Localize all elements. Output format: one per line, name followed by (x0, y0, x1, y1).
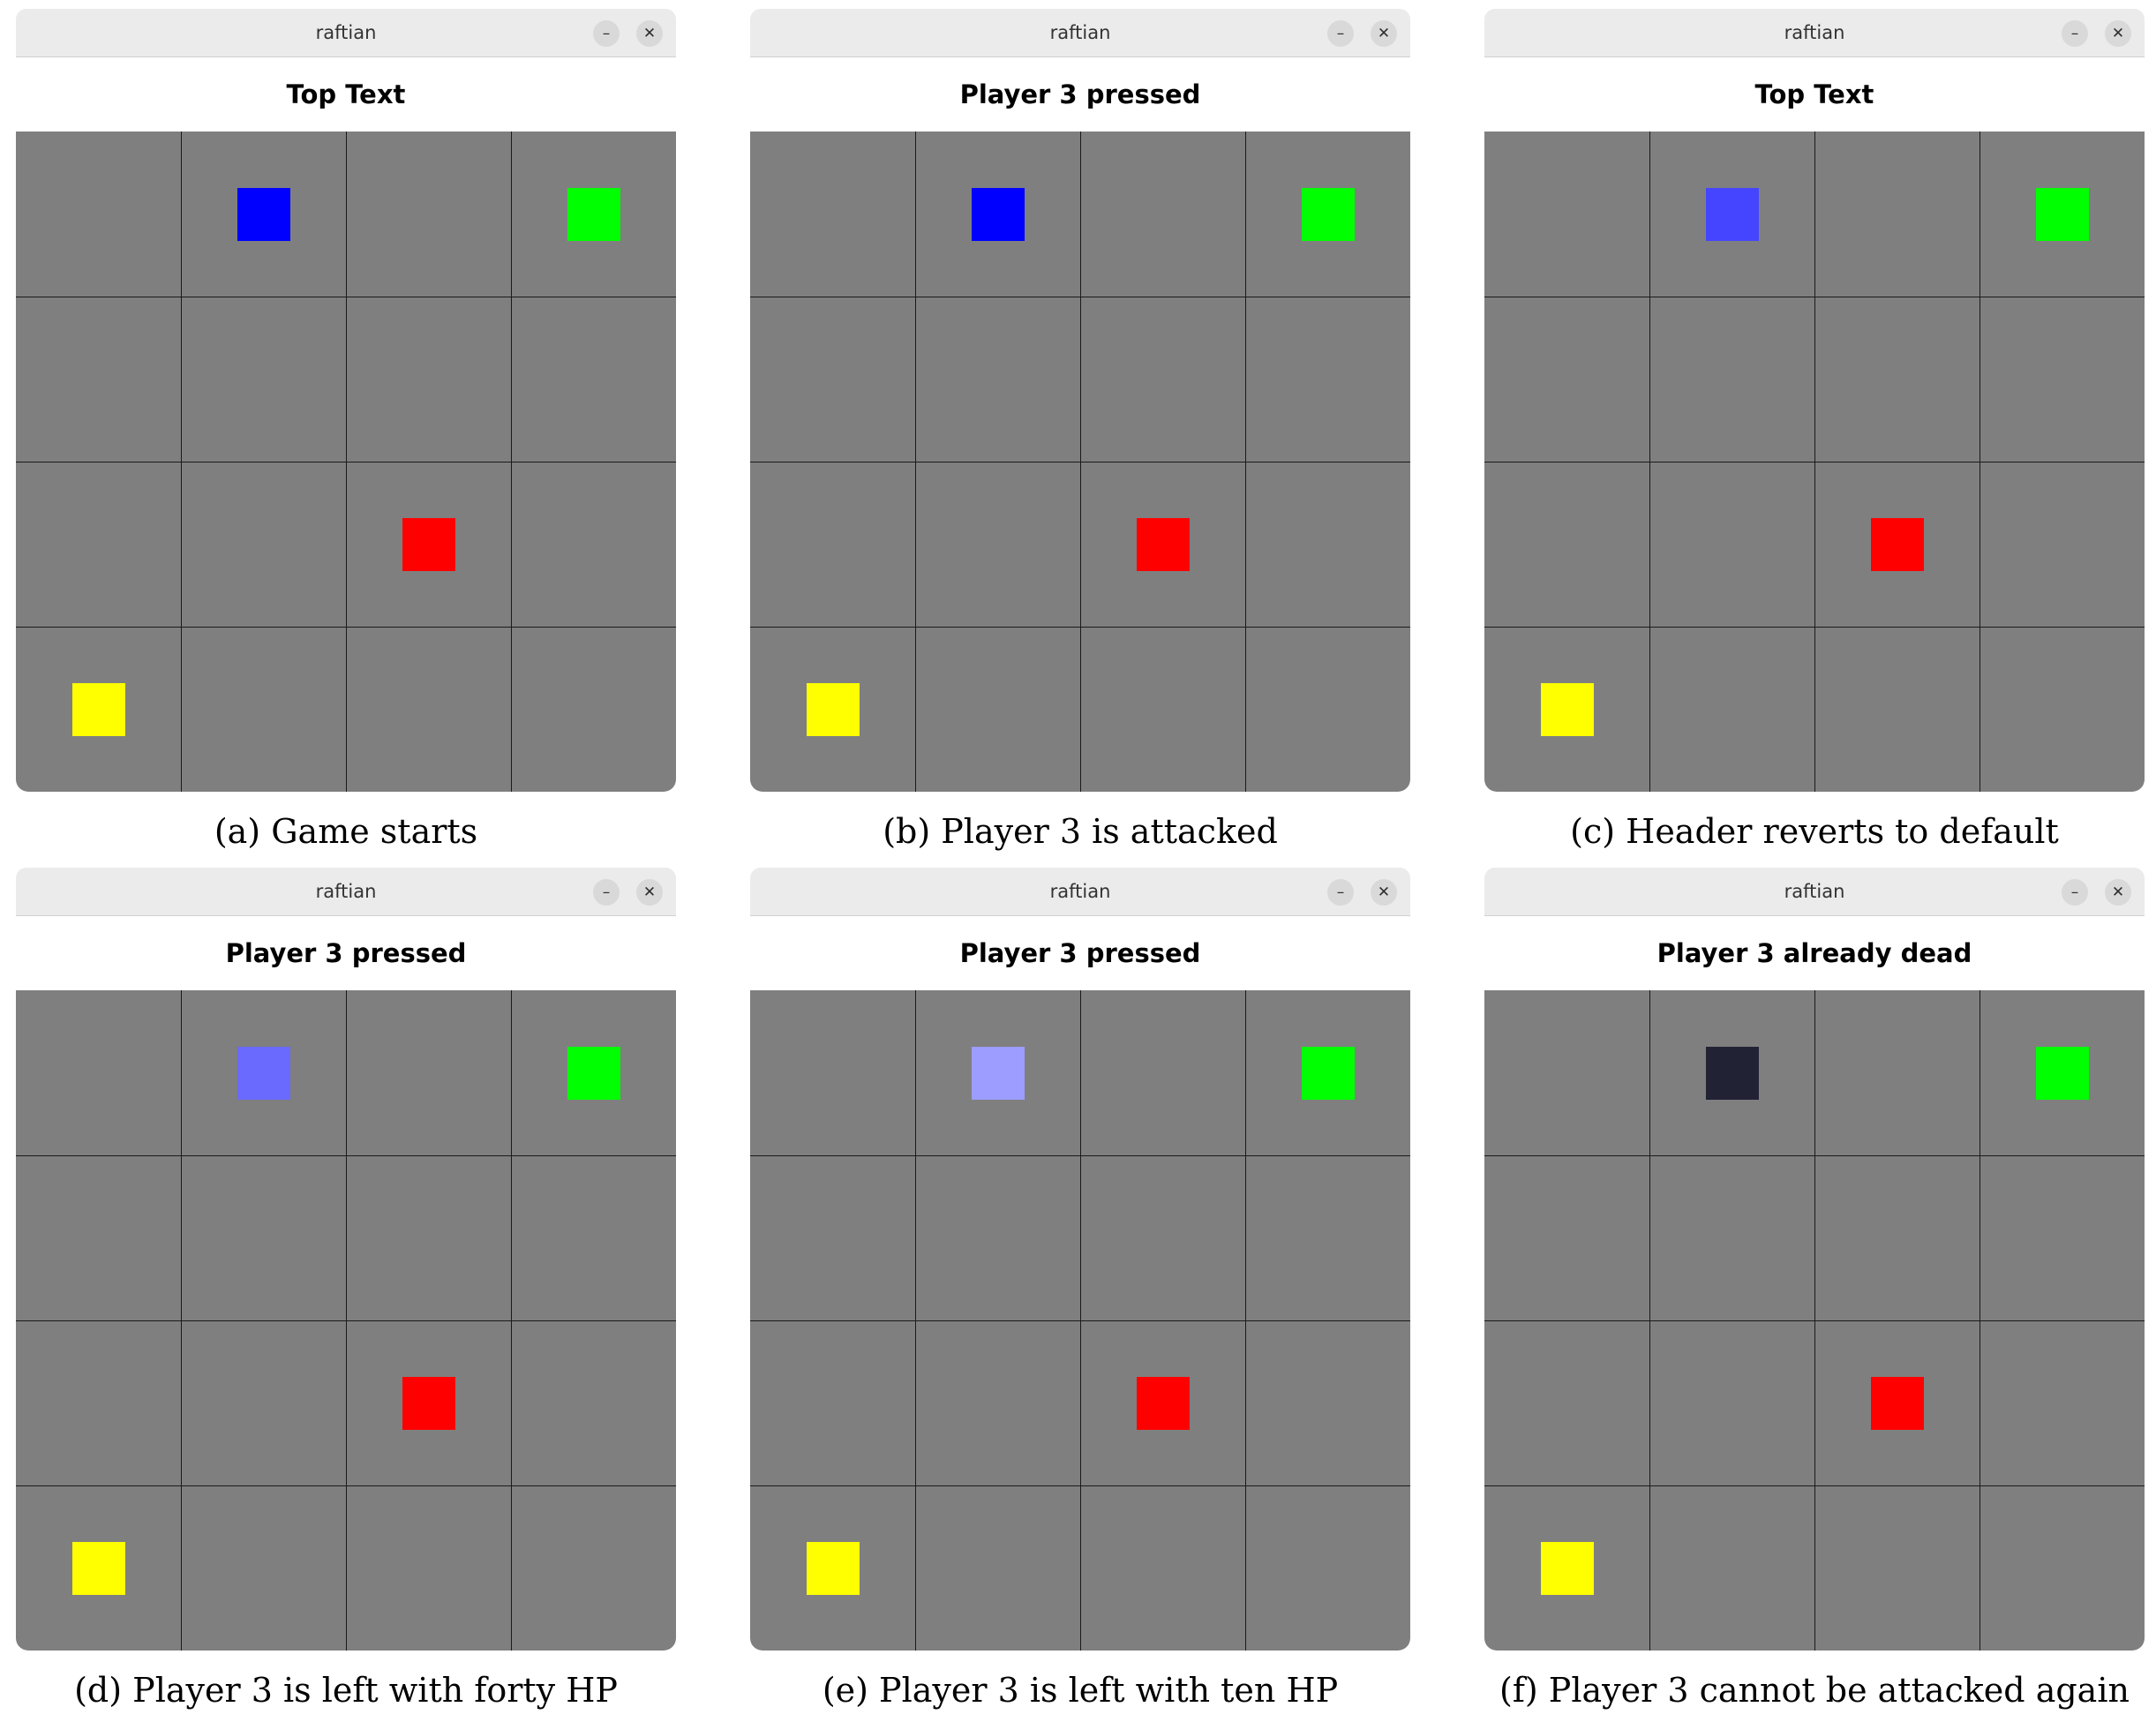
close-button[interactable]: ✕ (2105, 20, 2131, 47)
window-title: raftian (1784, 881, 1845, 902)
close-icon: ✕ (642, 25, 657, 42)
game-header: Player 3 pressed (750, 57, 1410, 132)
minimize-button[interactable]: – (593, 879, 620, 906)
red-player-piece[interactable] (402, 518, 455, 571)
screenshot-panel: raftian – ✕ Player 3 pressed (d) Player 3 is… (16, 868, 676, 1715)
window-title: raftian (315, 22, 377, 43)
game-board[interactable] (1484, 990, 2145, 1651)
close-button[interactable]: ✕ (1371, 879, 1397, 906)
close-icon: ✕ (1377, 25, 1391, 42)
red-player-piece[interactable] (1871, 1377, 1924, 1430)
minimize-icon: – (1336, 25, 1345, 42)
game-board[interactable] (1484, 132, 2145, 792)
grid-line-horizontal (1484, 1155, 2145, 1156)
game-header: Player 3 already dead (1484, 916, 2145, 990)
screenshot-panel: raftian – ✕ Top Text (c) Header reverts to d… (1484, 9, 2145, 856)
yellow-player-piece[interactable] (1541, 683, 1594, 736)
grid-line-horizontal (16, 1485, 676, 1486)
screenshot-panel: raftian – ✕ Top Text (a) Game starts (16, 9, 676, 856)
blue-player-piece[interactable] (1706, 1047, 1759, 1100)
game-board[interactable] (750, 132, 1410, 792)
panel-caption: (d) Player 3 is left with forty HP (74, 1671, 618, 1710)
window-titlebar[interactable]: raftian – ✕ (16, 868, 676, 916)
minimize-icon: – (2070, 884, 2079, 901)
red-player-piece[interactable] (402, 1377, 455, 1430)
screenshot-panel: raftian – ✕ Player 3 pressed (e) Player 3 is… (750, 868, 1410, 1715)
game-header: Top Text (16, 57, 676, 132)
yellow-player-piece[interactable] (807, 683, 860, 736)
grid-line-horizontal (750, 1155, 1410, 1156)
green-player-piece[interactable] (567, 188, 620, 241)
screenshot-panel: raftian – ✕ Player 3 pressed (b) Player 3 is… (750, 9, 1410, 856)
grid-line-horizontal (16, 627, 676, 628)
game-board[interactable] (16, 132, 676, 792)
minimize-button[interactable]: – (593, 20, 620, 47)
close-button[interactable]: ✕ (1371, 20, 1397, 47)
close-button[interactable]: ✕ (636, 879, 663, 906)
game-board[interactable] (16, 990, 676, 1651)
minimize-button[interactable]: – (2062, 879, 2088, 906)
panel-caption: (e) Player 3 is left with ten HP (822, 1671, 1339, 1710)
minimize-icon: – (602, 884, 611, 901)
close-icon: ✕ (642, 884, 657, 901)
grid-line-horizontal (16, 1155, 676, 1156)
grid-line-horizontal (16, 1320, 676, 1321)
blue-player-piece[interactable] (237, 1047, 290, 1100)
yellow-player-piece[interactable] (1541, 1542, 1594, 1595)
green-player-piece[interactable] (567, 1047, 620, 1100)
screenshot-panel: raftian – ✕ Player 3 already dead (f) Player… (1484, 868, 2145, 1715)
grid-line-horizontal (1484, 1485, 2145, 1486)
close-icon: ✕ (2111, 884, 2125, 901)
blue-player-piece[interactable] (972, 1047, 1025, 1100)
window-titlebar[interactable]: raftian – ✕ (750, 9, 1410, 57)
close-icon: ✕ (1377, 884, 1391, 901)
game-header: Top Text (1484, 57, 2145, 132)
grid-line-horizontal (750, 1485, 1410, 1486)
yellow-player-piece[interactable] (807, 1542, 860, 1595)
minimize-button[interactable]: – (2062, 20, 2088, 47)
window-title: raftian (315, 881, 377, 902)
red-player-piece[interactable] (1137, 518, 1190, 571)
green-player-piece[interactable] (2036, 188, 2089, 241)
blue-player-piece[interactable] (972, 188, 1025, 241)
window-title: raftian (1049, 881, 1111, 902)
grid-line-horizontal (750, 627, 1410, 628)
yellow-player-piece[interactable] (72, 1542, 125, 1595)
window-titlebar[interactable]: raftian – ✕ (1484, 868, 2145, 916)
window-titlebar[interactable]: raftian – ✕ (750, 868, 1410, 916)
red-player-piece[interactable] (1871, 518, 1924, 571)
green-player-piece[interactable] (1302, 188, 1355, 241)
yellow-player-piece[interactable] (72, 683, 125, 736)
blue-player-piece[interactable] (1706, 188, 1759, 241)
close-button[interactable]: ✕ (636, 20, 663, 47)
window-titlebar[interactable]: raftian – ✕ (1484, 9, 2145, 57)
red-player-piece[interactable] (1137, 1377, 1190, 1430)
minimize-icon: – (2070, 25, 2079, 42)
game-header: Player 3 pressed (750, 916, 1410, 990)
minimize-icon: – (1336, 884, 1345, 901)
minimize-button[interactable]: – (1327, 20, 1354, 47)
blue-player-piece[interactable] (237, 188, 290, 241)
grid-line-horizontal (1484, 627, 2145, 628)
window-title: raftian (1784, 22, 1845, 43)
window-title: raftian (1049, 22, 1111, 43)
close-icon: ✕ (2111, 25, 2125, 42)
game-board[interactable] (750, 990, 1410, 1651)
green-player-piece[interactable] (2036, 1047, 2089, 1100)
panel-caption: (b) Player 3 is attacked (883, 812, 1278, 851)
minimize-button[interactable]: – (1327, 879, 1354, 906)
panel-caption: (f) Player 3 cannot be attacked again (1499, 1671, 2130, 1710)
panel-caption: (a) Game starts (214, 812, 478, 851)
grid-line-horizontal (750, 1320, 1410, 1321)
grid-line-horizontal (1484, 1320, 2145, 1321)
green-player-piece[interactable] (1302, 1047, 1355, 1100)
minimize-icon: – (602, 25, 611, 42)
close-button[interactable]: ✕ (2105, 879, 2131, 906)
panel-caption: (c) Header reverts to default (1570, 812, 2059, 851)
game-header: Player 3 pressed (16, 916, 676, 990)
window-titlebar[interactable]: raftian – ✕ (16, 9, 676, 57)
